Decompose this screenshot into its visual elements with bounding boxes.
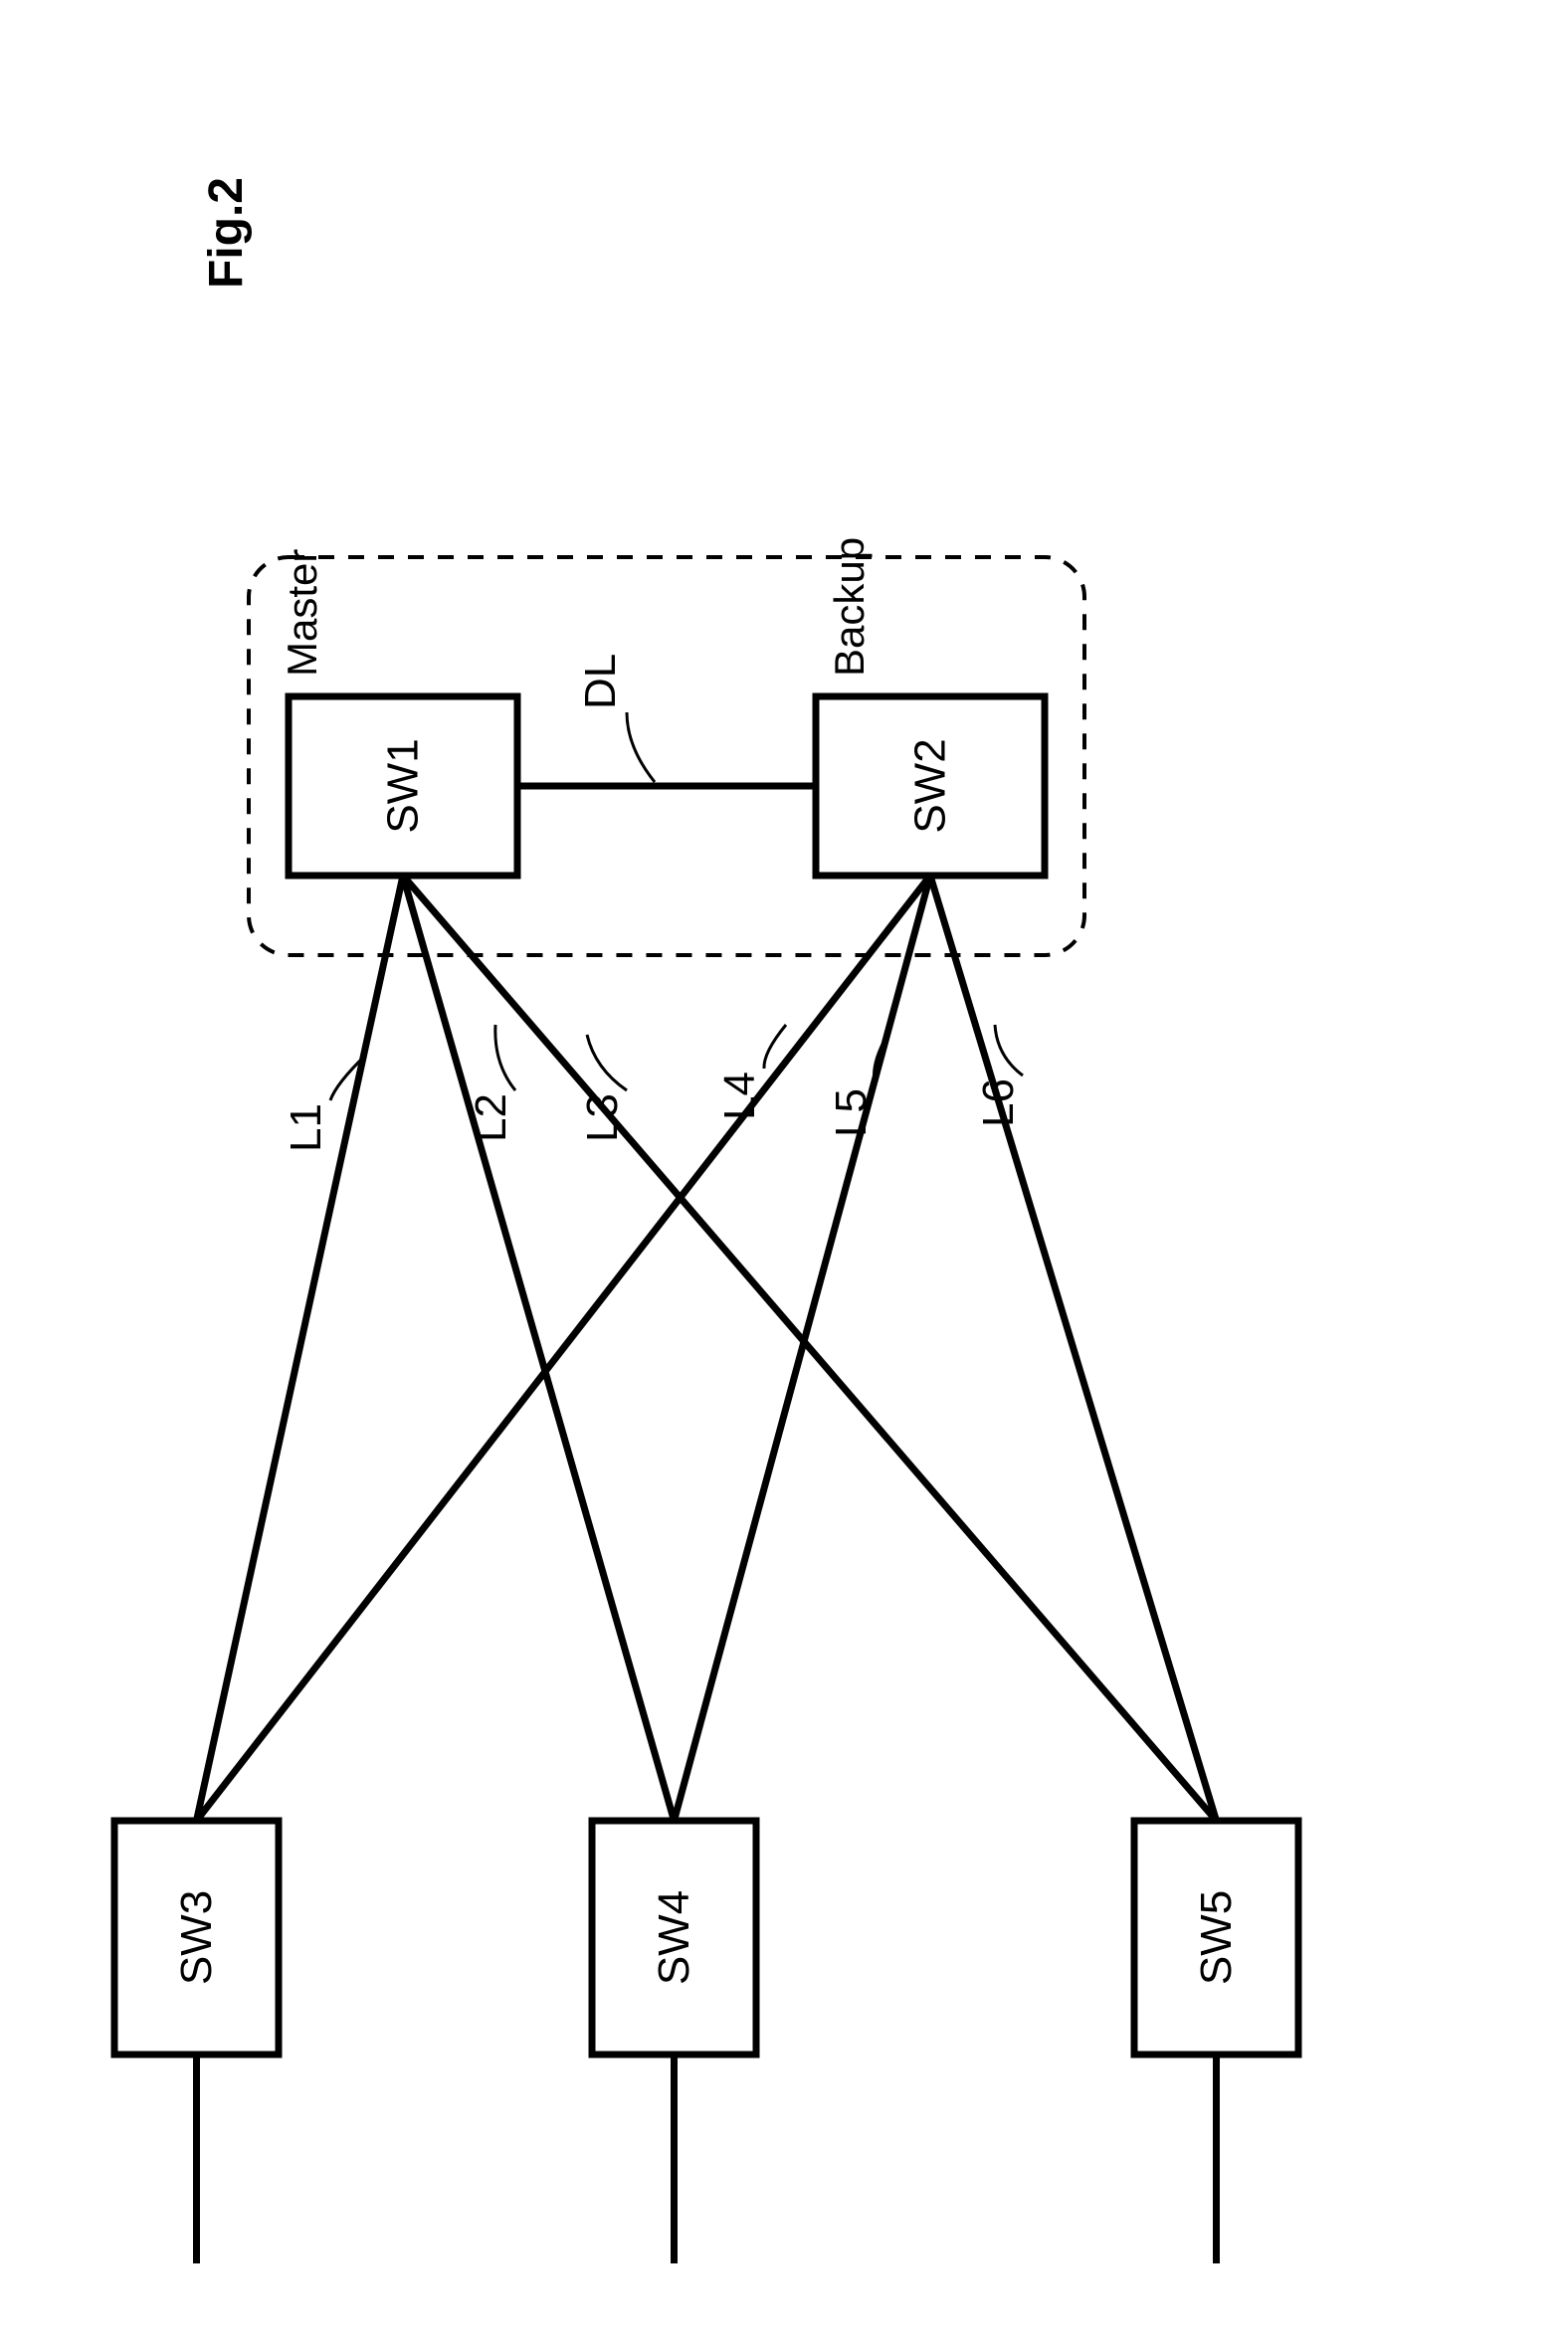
edge-l1 <box>197 876 404 1821</box>
figure-page: Fig.2 MasterBackupDLSW1SW2SW3SW4SW5L1L2L… <box>0 0 1568 2349</box>
node-label-sw2: SW2 <box>906 738 955 833</box>
edge-label-l6: L6 <box>974 1078 1023 1127</box>
node-label-sw4: SW4 <box>650 1890 698 1985</box>
edge-l4 <box>197 876 931 1821</box>
leader-l6 <box>995 1025 1023 1076</box>
edge-label-l1: L1 <box>282 1103 330 1152</box>
edge-l6 <box>930 876 1217 1821</box>
leader-l3 <box>587 1035 627 1090</box>
edge-l3 <box>403 876 1217 1821</box>
edge-label-l4: L4 <box>715 1072 764 1120</box>
network-diagram: Master Backup DL SW1 SW2 SW3 SW4 SW5 L1 L2 L3 L4 L5 L… <box>0 0 1568 2349</box>
master-label: Master <box>279 549 325 677</box>
dl-label: DL <box>576 654 625 709</box>
edge-label-l3: L3 <box>578 1093 627 1142</box>
edge-label-l2: L2 <box>467 1093 515 1142</box>
backup-label: Backup <box>826 537 873 677</box>
node-label-sw5: SW5 <box>1192 1890 1241 1985</box>
dl-leader <box>627 712 655 782</box>
edge-l5 <box>675 876 931 1821</box>
edge-l2 <box>403 876 675 1821</box>
node-label-sw3: SW3 <box>172 1890 221 1985</box>
leader-l2 <box>495 1025 515 1090</box>
node-label-sw1: SW1 <box>379 738 428 833</box>
edge-label-l5: L5 <box>827 1088 876 1137</box>
